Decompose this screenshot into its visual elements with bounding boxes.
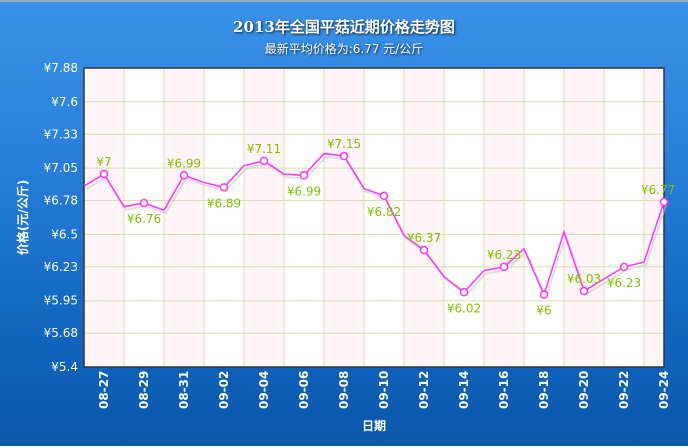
x-axis-label: 日期 bbox=[362, 418, 386, 433]
data-label: ¥6.77 bbox=[641, 183, 675, 197]
data-point bbox=[139, 198, 149, 208]
data-label: ¥6 bbox=[536, 304, 551, 318]
data-label: ¥7 bbox=[96, 155, 111, 169]
y-tick-label: ¥6.5 bbox=[51, 227, 78, 241]
data-label: ¥7.11 bbox=[247, 142, 281, 156]
column-band bbox=[564, 68, 604, 367]
x-tick-label: 09-22 bbox=[617, 371, 631, 409]
y-tick-label: ¥5.95 bbox=[44, 294, 78, 308]
x-tick-label: 09-14 bbox=[457, 371, 471, 409]
data-point bbox=[299, 171, 309, 180]
y-tick-label: ¥5.68 bbox=[44, 326, 78, 340]
series-line-shadow bbox=[85, 155, 667, 301]
column-band bbox=[164, 68, 204, 367]
column-band bbox=[484, 68, 524, 367]
column-band bbox=[324, 68, 364, 367]
data-point bbox=[539, 290, 549, 299]
data-point bbox=[499, 262, 509, 272]
data-label: ¥6.23 bbox=[607, 276, 641, 290]
x-tick-label: 09-06 bbox=[297, 371, 311, 409]
x-tick-label: 09-02 bbox=[217, 371, 231, 409]
y-tick-label: ¥6.23 bbox=[44, 260, 78, 274]
data-point bbox=[179, 171, 189, 180]
y-tick-label: ¥6.78 bbox=[44, 194, 78, 208]
chart-subtitle: 最新平均价格为:6.77 元/公斤 bbox=[264, 42, 424, 56]
data-label: ¥6.82 bbox=[367, 205, 401, 219]
data-point bbox=[619, 262, 629, 272]
x-tick-label: 09-16 bbox=[497, 371, 511, 409]
series-line bbox=[83, 152, 665, 297]
data-point bbox=[579, 286, 589, 296]
column-band bbox=[244, 68, 284, 367]
y-tick-label: ¥7.6 bbox=[51, 95, 78, 109]
y-tick-label: ¥7.05 bbox=[44, 161, 78, 175]
y-tick-label: ¥7.33 bbox=[44, 127, 78, 141]
x-tick-label: 09-18 bbox=[537, 371, 551, 409]
x-tick-label: 08-29 bbox=[137, 371, 151, 409]
data-label: ¥6.76 bbox=[127, 212, 161, 226]
y-axis-label: 价格(元/公斤) bbox=[15, 180, 30, 255]
data-point bbox=[99, 169, 109, 179]
plot-border bbox=[83, 67, 665, 368]
x-tick-label: 09-10 bbox=[377, 371, 391, 409]
data-label: ¥6.23 bbox=[487, 248, 521, 262]
x-tick-label: 09-12 bbox=[417, 371, 431, 409]
data-label: ¥7.15 bbox=[327, 137, 361, 151]
y-tick-label: ¥7.88 bbox=[44, 61, 78, 75]
column-band bbox=[84, 68, 124, 367]
data-point bbox=[219, 183, 229, 192]
data-point bbox=[339, 151, 349, 161]
x-tick-label: 08-27 bbox=[97, 371, 111, 409]
x-tick-label: 09-20 bbox=[577, 371, 591, 409]
data-point bbox=[659, 197, 669, 207]
x-tick-label: 09-04 bbox=[257, 371, 271, 409]
data-point bbox=[379, 191, 389, 201]
x-tick-label: 09-24 bbox=[657, 371, 671, 409]
x-tick-label: 08-31 bbox=[177, 371, 191, 409]
data-label: ¥6.03 bbox=[567, 272, 601, 286]
y-tick-label: ¥5.4 bbox=[51, 360, 78, 374]
data-label: ¥6.02 bbox=[447, 301, 481, 315]
column-band bbox=[644, 68, 664, 367]
data-label: ¥6.37 bbox=[407, 231, 441, 245]
x-tick-label: 09-08 bbox=[337, 371, 351, 409]
data-label: ¥6.99 bbox=[287, 184, 321, 198]
data-point bbox=[419, 245, 429, 255]
column-band bbox=[404, 68, 444, 367]
data-label: ¥6.99 bbox=[167, 156, 201, 170]
data-point bbox=[259, 156, 269, 166]
data-label: ¥6.89 bbox=[207, 196, 241, 210]
chart-title: 2013年全国平菇近期价格走势图 bbox=[233, 18, 455, 36]
data-point bbox=[459, 288, 469, 297]
